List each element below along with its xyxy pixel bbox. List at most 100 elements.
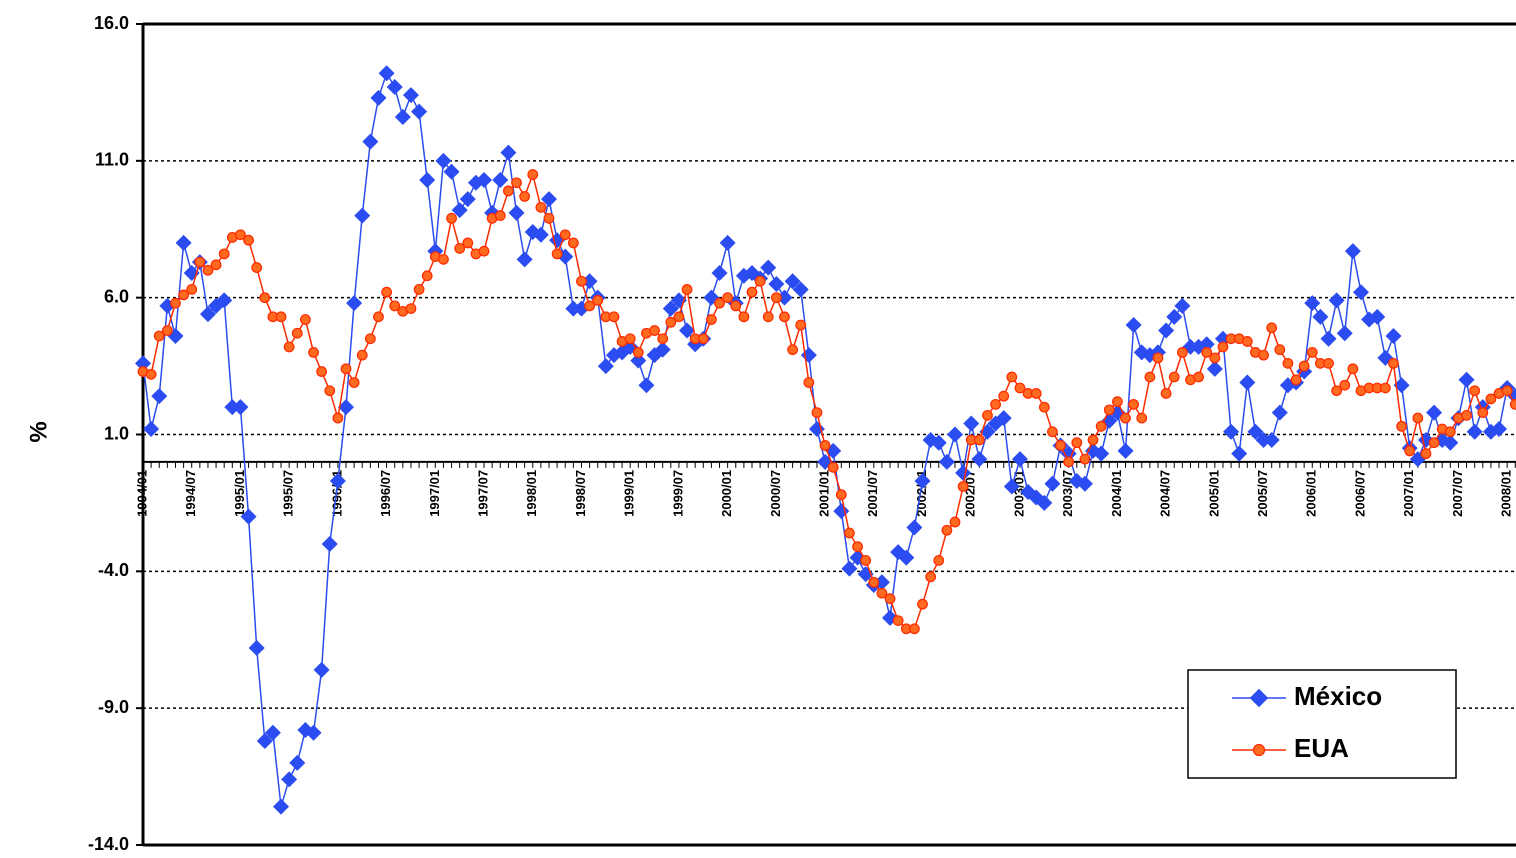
data-point bbox=[1125, 317, 1142, 334]
data-point bbox=[876, 587, 888, 599]
data-point bbox=[356, 349, 368, 361]
data-point bbox=[779, 311, 790, 323]
data-point bbox=[1477, 407, 1489, 419]
data-point bbox=[803, 377, 815, 388]
x-tick-label: 1996/07 bbox=[378, 470, 393, 517]
data-point bbox=[1201, 347, 1213, 358]
data-point bbox=[1412, 412, 1424, 424]
data-point bbox=[503, 185, 514, 197]
data-point bbox=[917, 598, 928, 610]
data-point bbox=[1006, 371, 1018, 383]
data-point bbox=[405, 303, 417, 315]
data-point bbox=[324, 385, 336, 397]
data-point bbox=[1079, 453, 1091, 465]
data-point bbox=[1282, 357, 1294, 369]
data-point bbox=[768, 275, 785, 292]
data-point bbox=[1442, 434, 1459, 451]
x-tick-label: 2000/01 bbox=[719, 470, 734, 517]
data-point bbox=[1087, 434, 1099, 446]
data-point bbox=[224, 399, 241, 416]
x-tick-label: 1997/01 bbox=[427, 470, 442, 517]
data-point bbox=[243, 234, 254, 246]
data-point bbox=[1111, 396, 1123, 408]
data-point bbox=[308, 347, 319, 358]
data-point bbox=[1136, 412, 1148, 424]
data-point bbox=[1344, 243, 1361, 260]
data-point bbox=[1347, 363, 1359, 375]
data-point bbox=[210, 259, 222, 271]
data-point bbox=[1168, 371, 1180, 383]
data-point bbox=[711, 265, 728, 282]
data-point bbox=[494, 210, 506, 221]
x-tick-label: 1999/07 bbox=[670, 470, 685, 517]
data-point bbox=[1117, 442, 1134, 459]
data-point bbox=[662, 300, 679, 317]
data-point bbox=[462, 237, 474, 249]
data-point bbox=[508, 204, 525, 221]
data-point bbox=[291, 327, 303, 339]
data-point bbox=[955, 464, 972, 481]
data-point bbox=[527, 169, 539, 180]
data-point bbox=[332, 412, 344, 424]
data-point bbox=[1193, 371, 1204, 383]
legend-box bbox=[1187, 669, 1457, 779]
data-point bbox=[1258, 349, 1269, 361]
data-point bbox=[584, 300, 595, 312]
data-point bbox=[443, 163, 460, 180]
x-tick-label: 2001/01 bbox=[817, 470, 832, 517]
data-point bbox=[170, 297, 181, 309]
data-point bbox=[1198, 336, 1215, 353]
data-point bbox=[381, 286, 393, 298]
data-point bbox=[411, 103, 428, 120]
data-point bbox=[386, 78, 403, 95]
data-point bbox=[1385, 327, 1402, 344]
data-point bbox=[949, 516, 961, 528]
data-point bbox=[884, 593, 896, 605]
data-point bbox=[516, 251, 533, 268]
data-point bbox=[792, 281, 809, 298]
data-point bbox=[329, 473, 346, 490]
x-tick-label: 1998/01 bbox=[524, 470, 539, 517]
x-tick-label: 1994/07 bbox=[183, 470, 198, 517]
y-tick-label: 16.0 bbox=[94, 13, 129, 33]
data-point bbox=[1469, 385, 1481, 397]
data-point bbox=[873, 574, 890, 591]
data-point bbox=[681, 284, 693, 295]
data-point bbox=[1160, 388, 1172, 399]
data-point bbox=[378, 65, 395, 82]
data-point bbox=[1323, 357, 1334, 369]
data-point bbox=[543, 212, 555, 224]
data-point bbox=[1458, 371, 1475, 388]
data-point bbox=[178, 289, 190, 301]
data-point bbox=[808, 421, 825, 438]
x-tick-label: 2004/01 bbox=[1109, 470, 1124, 517]
data-point bbox=[1038, 401, 1050, 413]
data-point bbox=[281, 771, 298, 788]
data-point bbox=[143, 421, 160, 438]
x-tick-label: 2002/07 bbox=[963, 470, 978, 517]
data-point bbox=[1263, 431, 1280, 448]
x-tick-label: 1998/07 bbox=[573, 470, 588, 517]
data-point bbox=[1320, 330, 1337, 347]
data-point bbox=[860, 554, 872, 566]
data-point bbox=[1331, 385, 1343, 397]
data-point bbox=[1393, 377, 1410, 394]
data-point bbox=[1306, 347, 1318, 358]
data-point bbox=[914, 473, 931, 490]
data-point bbox=[240, 508, 257, 525]
data-point bbox=[1461, 409, 1472, 421]
data-point bbox=[1128, 398, 1140, 410]
x-tick-label: 2006/07 bbox=[1352, 470, 1367, 517]
y-axis-label: % bbox=[25, 421, 52, 442]
data-point bbox=[275, 311, 287, 323]
data-point bbox=[145, 368, 157, 380]
data-point bbox=[348, 377, 360, 388]
data-point bbox=[947, 426, 963, 443]
legend-marker bbox=[1252, 743, 1266, 757]
data-point bbox=[438, 253, 449, 265]
data-point bbox=[760, 259, 777, 276]
data-point bbox=[800, 347, 817, 364]
data-point bbox=[892, 615, 904, 626]
data-point bbox=[833, 503, 850, 520]
data-point bbox=[1014, 382, 1026, 394]
